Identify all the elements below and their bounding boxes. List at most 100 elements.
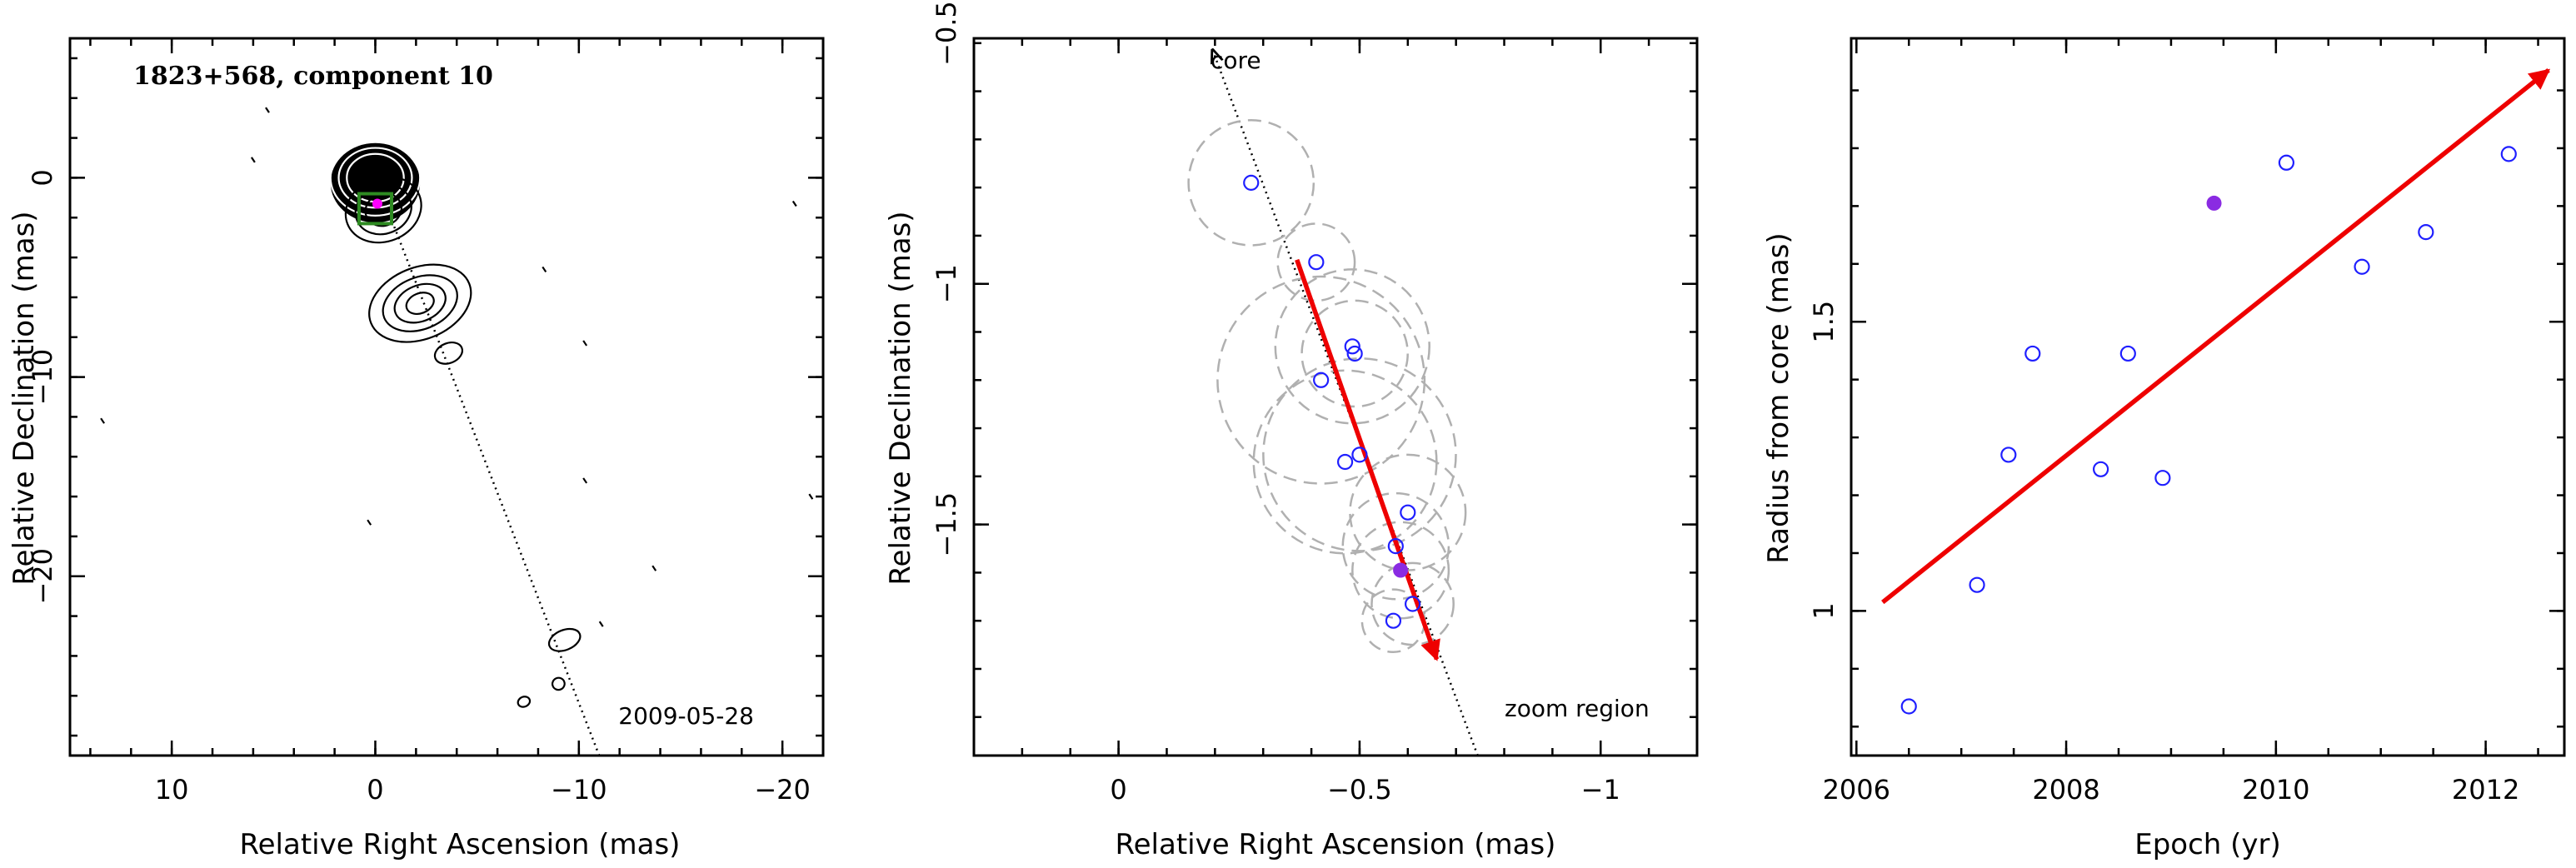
right-panel: 2006 2008 2010 2012 1 1.5 Epoch (yr) Radius f… bbox=[1762, 37, 2566, 861]
middle-y-tick-label-partial: −0.5 bbox=[931, 1, 962, 66]
noise-contour bbox=[598, 621, 604, 627]
right-x-tick-label: 2006 bbox=[1823, 774, 1890, 806]
contour-ring bbox=[382, 274, 458, 332]
right-x-axis-label: Epoch (yr) bbox=[2134, 828, 2281, 861]
middle-frame bbox=[972, 37, 1699, 757]
radius-epoch-point bbox=[1969, 576, 1985, 593]
noise-contour bbox=[367, 519, 372, 526]
left-plot-area bbox=[100, 107, 814, 756]
noise-contour bbox=[265, 107, 270, 113]
right-ticks: 2006 2008 2010 2012 1 1.5 bbox=[1808, 38, 2564, 806]
left-panel: 10 0 −10 −200−10−20 1823+568, component 10 … bbox=[7, 37, 825, 861]
noise-contour bbox=[542, 266, 547, 273]
contour-ring bbox=[354, 184, 412, 236]
contour-ring bbox=[517, 696, 532, 708]
component-position-point bbox=[1344, 338, 1360, 355]
noise-contour bbox=[100, 417, 106, 424]
component-size-circle bbox=[1300, 299, 1409, 408]
zoom-region-label: zoom region bbox=[1505, 695, 1650, 722]
noise-contour bbox=[808, 493, 814, 500]
trend-arrow bbox=[1881, 68, 2551, 605]
noise-contour bbox=[651, 565, 657, 571]
component-size-circle bbox=[1262, 357, 1457, 552]
component-position-point bbox=[1387, 538, 1404, 555]
contour-ring bbox=[368, 263, 472, 343]
noise-contour bbox=[582, 477, 588, 484]
middle-ticks: 0 −0.5 −1 −1 −1.5 −0.5 bbox=[931, 1, 1697, 806]
contour-ring bbox=[405, 292, 435, 315]
radius-epoch-point bbox=[1900, 698, 1917, 715]
right-y-axis-label: Radius from core (mas) bbox=[1762, 232, 1795, 563]
right-y-tick-label: 1.5 bbox=[1808, 301, 1840, 343]
component-position-point bbox=[1346, 345, 1363, 362]
right-x-tick-label: 2010 bbox=[2242, 774, 2309, 806]
left-y-tick-label: −20 bbox=[27, 548, 58, 605]
middle-x-tick-label: −1 bbox=[1581, 774, 1620, 806]
contour-ring bbox=[551, 676, 566, 691]
radius-epoch-point bbox=[2500, 146, 2517, 162]
component-size-circle bbox=[1274, 268, 1430, 425]
highlighted-epoch-point bbox=[2206, 195, 2222, 211]
left-frame bbox=[68, 37, 825, 757]
left-x-tick-label: −10 bbox=[551, 774, 607, 806]
core-label: core bbox=[1211, 47, 1261, 74]
component-size-circle bbox=[1276, 222, 1356, 302]
radius-epoch-point bbox=[2000, 446, 2017, 463]
component-position-point bbox=[1243, 174, 1260, 191]
noise-contour bbox=[791, 200, 797, 207]
middle-panel: 0 −0.5 −1 −1 −1.5 −0.5 core zoom region Relat… bbox=[884, 1, 1699, 861]
right-x-tick-label: 2012 bbox=[2452, 774, 2519, 806]
core-contour-fill bbox=[330, 142, 421, 223]
contour-ring bbox=[433, 341, 464, 365]
radius-epoch-point bbox=[2024, 345, 2041, 362]
radius-epoch-point bbox=[2278, 154, 2295, 171]
right-y-tick-label: 1 bbox=[1808, 602, 1840, 619]
radius-epoch-point bbox=[2418, 224, 2434, 241]
component-position-point bbox=[1400, 504, 1416, 521]
component-size-circle bbox=[1370, 561, 1455, 646]
left-x-tick-label: 0 bbox=[367, 774, 383, 806]
left-y-axis-label: Relative Declination (mas) bbox=[7, 211, 41, 585]
observation-date-label: 2009-05-28 bbox=[618, 702, 754, 730]
contour-ring bbox=[362, 166, 389, 190]
component-position-point bbox=[1308, 254, 1325, 271]
left-panel-title: 1823+568, component 10 bbox=[133, 62, 493, 91]
left-x-tick-label: −20 bbox=[754, 774, 811, 806]
zoom-center-marker bbox=[372, 198, 382, 209]
contour-ring bbox=[547, 627, 582, 652]
left-y-tick-label: −10 bbox=[27, 349, 58, 406]
component-size-circle bbox=[1216, 275, 1426, 485]
zoom-region-box bbox=[357, 192, 394, 226]
radius-epoch-point bbox=[2354, 258, 2370, 275]
contour-ring bbox=[344, 176, 422, 244]
noise-contour bbox=[250, 157, 256, 163]
left-ticks: 10 0 −10 −20 0 −10 −20 bbox=[27, 38, 825, 806]
middle-y-tick-label: −1 bbox=[931, 264, 962, 303]
component-position-point bbox=[1351, 446, 1368, 463]
middle-y-axis-label: Relative Declination (mas) bbox=[884, 211, 917, 585]
component-position-point bbox=[1385, 612, 1402, 629]
component-position-point bbox=[1313, 372, 1330, 388]
component-size-circle bbox=[1341, 491, 1450, 601]
contour-ring bbox=[393, 282, 447, 324]
component-position-point bbox=[1404, 596, 1421, 612]
middle-y-tick-label: −1.5 bbox=[931, 492, 962, 557]
radius-epoch-point bbox=[2154, 470, 2171, 486]
middle-x-tick-label: −0.5 bbox=[1327, 774, 1392, 806]
right-x-tick-label: 2008 bbox=[2032, 774, 2099, 806]
component-position-point bbox=[1336, 453, 1354, 471]
jet-axis-line bbox=[374, 177, 601, 756]
left-x-tick-label: 10 bbox=[155, 774, 189, 806]
contour-ring bbox=[329, 138, 422, 217]
left-x-axis-label: Relative Right Ascension (mas) bbox=[240, 828, 681, 861]
middle-x-tick-label: 0 bbox=[1110, 774, 1126, 806]
highlighted-epoch-point bbox=[1393, 562, 1409, 578]
middle-plot-area bbox=[1187, 50, 1479, 756]
noise-contour bbox=[582, 340, 588, 347]
component-size-circle bbox=[1187, 118, 1315, 247]
left-y-tick-label: 0 bbox=[27, 169, 58, 186]
radius-epoch-point bbox=[2119, 345, 2136, 362]
radius-epoch-point bbox=[2093, 461, 2109, 477]
right-plot-area bbox=[1881, 68, 2551, 715]
